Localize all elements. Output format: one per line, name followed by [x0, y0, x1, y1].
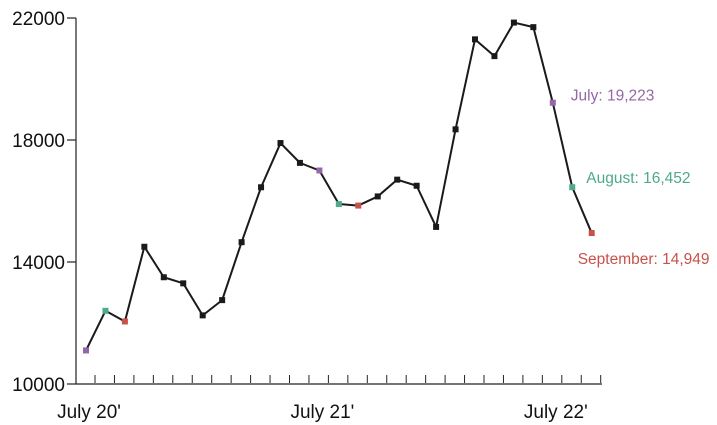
markers-layer	[83, 19, 595, 354]
data-point-marker	[549, 99, 556, 106]
data-point-marker	[452, 126, 459, 133]
data-point-marker	[413, 182, 420, 189]
x-tick-label: July 22'	[524, 402, 588, 423]
y-tick-label: 10000	[12, 375, 65, 396]
y-tick-label: 18000	[12, 131, 65, 152]
data-label-september: September: 14,949	[578, 251, 710, 268]
data-point-marker	[277, 140, 284, 147]
x-tick-label: July 21'	[290, 402, 354, 423]
data-point-marker	[588, 230, 595, 237]
data-point-marker	[355, 202, 362, 209]
data-point-marker	[160, 274, 167, 281]
data-point-marker	[335, 201, 342, 208]
y-tick-label: 22000	[12, 9, 65, 30]
data-point-marker	[510, 19, 517, 26]
x-tick-label: July 20'	[57, 402, 121, 423]
labels-layer: July: 19,223 August: 16,452 September: 14,…	[571, 88, 710, 268]
data-point-marker	[472, 36, 478, 43]
data-point-marker	[569, 184, 576, 191]
data-point-marker	[296, 159, 303, 166]
data-point-marker	[530, 24, 537, 31]
series-line	[85, 21, 593, 351]
data-label-august: August: 16,452	[586, 170, 690, 187]
data-point-marker	[238, 239, 245, 246]
axes-layer: 10000 14000 18000 22000 July 20' July 21' July…	[12, 9, 602, 423]
data-point-marker	[433, 223, 440, 230]
data-point-marker	[316, 167, 323, 174]
data-point-marker	[491, 53, 498, 60]
data-point-marker	[121, 318, 128, 325]
data-point-marker	[141, 243, 148, 250]
y-tick-label: 14000	[12, 253, 65, 274]
data-point-marker	[102, 307, 109, 314]
data-point-marker	[199, 312, 206, 319]
data-point-marker	[219, 297, 226, 304]
data-point-marker	[180, 280, 187, 287]
data-label-july: July: 19,223	[571, 88, 655, 105]
data-point-marker	[394, 176, 401, 183]
data-point-marker	[374, 193, 381, 200]
data-point-marker	[83, 347, 89, 354]
data-point-marker	[258, 184, 265, 191]
series-line-layer	[85, 21, 593, 351]
